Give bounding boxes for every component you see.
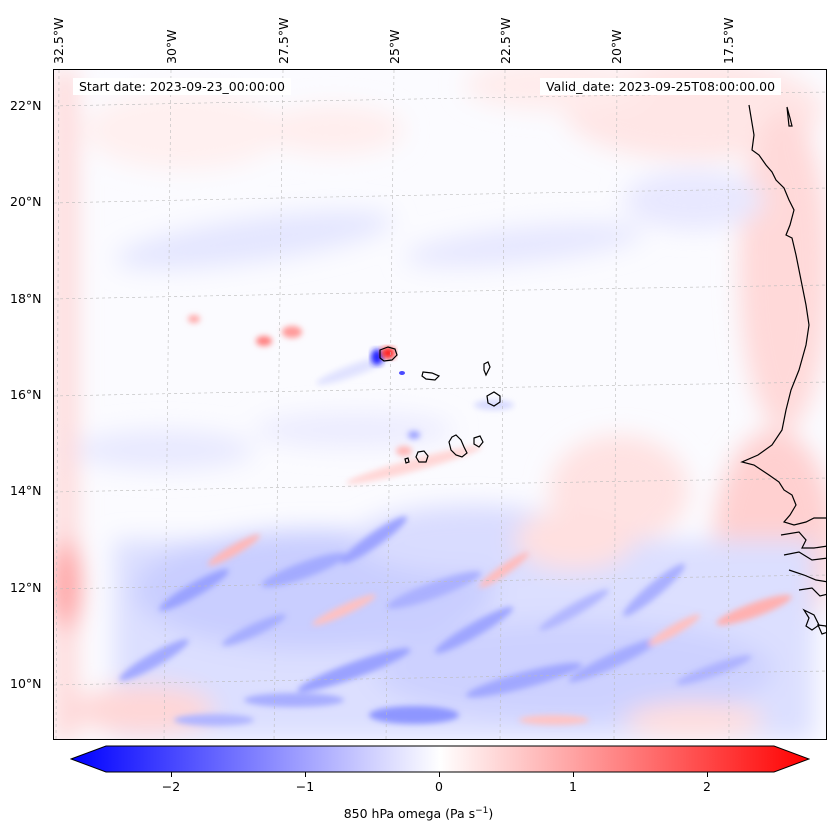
valid-date-label: Valid_date: 2023-09-25T08:00:00.00 bbox=[540, 78, 782, 95]
start-date-label: Start date: 2023-09-23_00:00:00 bbox=[73, 78, 291, 95]
colorbar-label-text: 850 hPa omega (Pa s bbox=[343, 806, 476, 822]
colorbar bbox=[70, 745, 810, 773]
lat-label-18n: 18°N bbox=[10, 291, 42, 306]
lon-label-27-5w: 27.5°W bbox=[276, 17, 291, 64]
colorbar-label-end: ) bbox=[488, 806, 494, 822]
graticule bbox=[54, 70, 826, 739]
lon-label-22-5w: 22.5°W bbox=[498, 17, 513, 64]
cb-tickmark-0 bbox=[439, 772, 440, 777]
cb-tick-0: 0 bbox=[435, 779, 443, 794]
lat-label-22n: 22°N bbox=[10, 98, 42, 113]
lat-label-14n: 14°N bbox=[10, 483, 42, 498]
lon-label-32-5w: 32.5°W bbox=[51, 17, 66, 64]
omega-map: Start date: 2023-09-23_00:00:00 Valid_da… bbox=[53, 69, 827, 740]
lat-label-16n: 16°N bbox=[10, 387, 42, 402]
cb-tickmark-1 bbox=[573, 772, 574, 777]
lon-label-20w: 20°W bbox=[609, 29, 624, 64]
cb-tick-m2: −2 bbox=[161, 779, 181, 794]
cb-tick-1: 1 bbox=[569, 779, 577, 794]
coastline bbox=[379, 104, 826, 635]
omega-detail-layer bbox=[119, 315, 792, 726]
lat-label-20n: 20°N bbox=[10, 194, 42, 209]
lon-label-17-5w: 17.5°W bbox=[721, 17, 736, 64]
lat-label-12n: 12°N bbox=[10, 580, 42, 595]
lat-label-10n: 10°N bbox=[10, 676, 42, 691]
cb-tickmark-m2 bbox=[171, 772, 172, 777]
cb-tickmark-2 bbox=[707, 772, 708, 777]
cb-tick-m1: −1 bbox=[295, 779, 315, 794]
cb-tick-2: 2 bbox=[703, 779, 711, 794]
lon-label-25w: 25°W bbox=[387, 29, 402, 64]
colorbar-label: 850 hPa omega (Pa s−1) bbox=[0, 806, 837, 821]
lon-label-30w: 30°W bbox=[164, 29, 179, 64]
cb-tickmark-m1 bbox=[305, 772, 306, 777]
colorbar-label-exponent: −1 bbox=[475, 806, 489, 816]
omega-field bbox=[54, 70, 826, 739]
